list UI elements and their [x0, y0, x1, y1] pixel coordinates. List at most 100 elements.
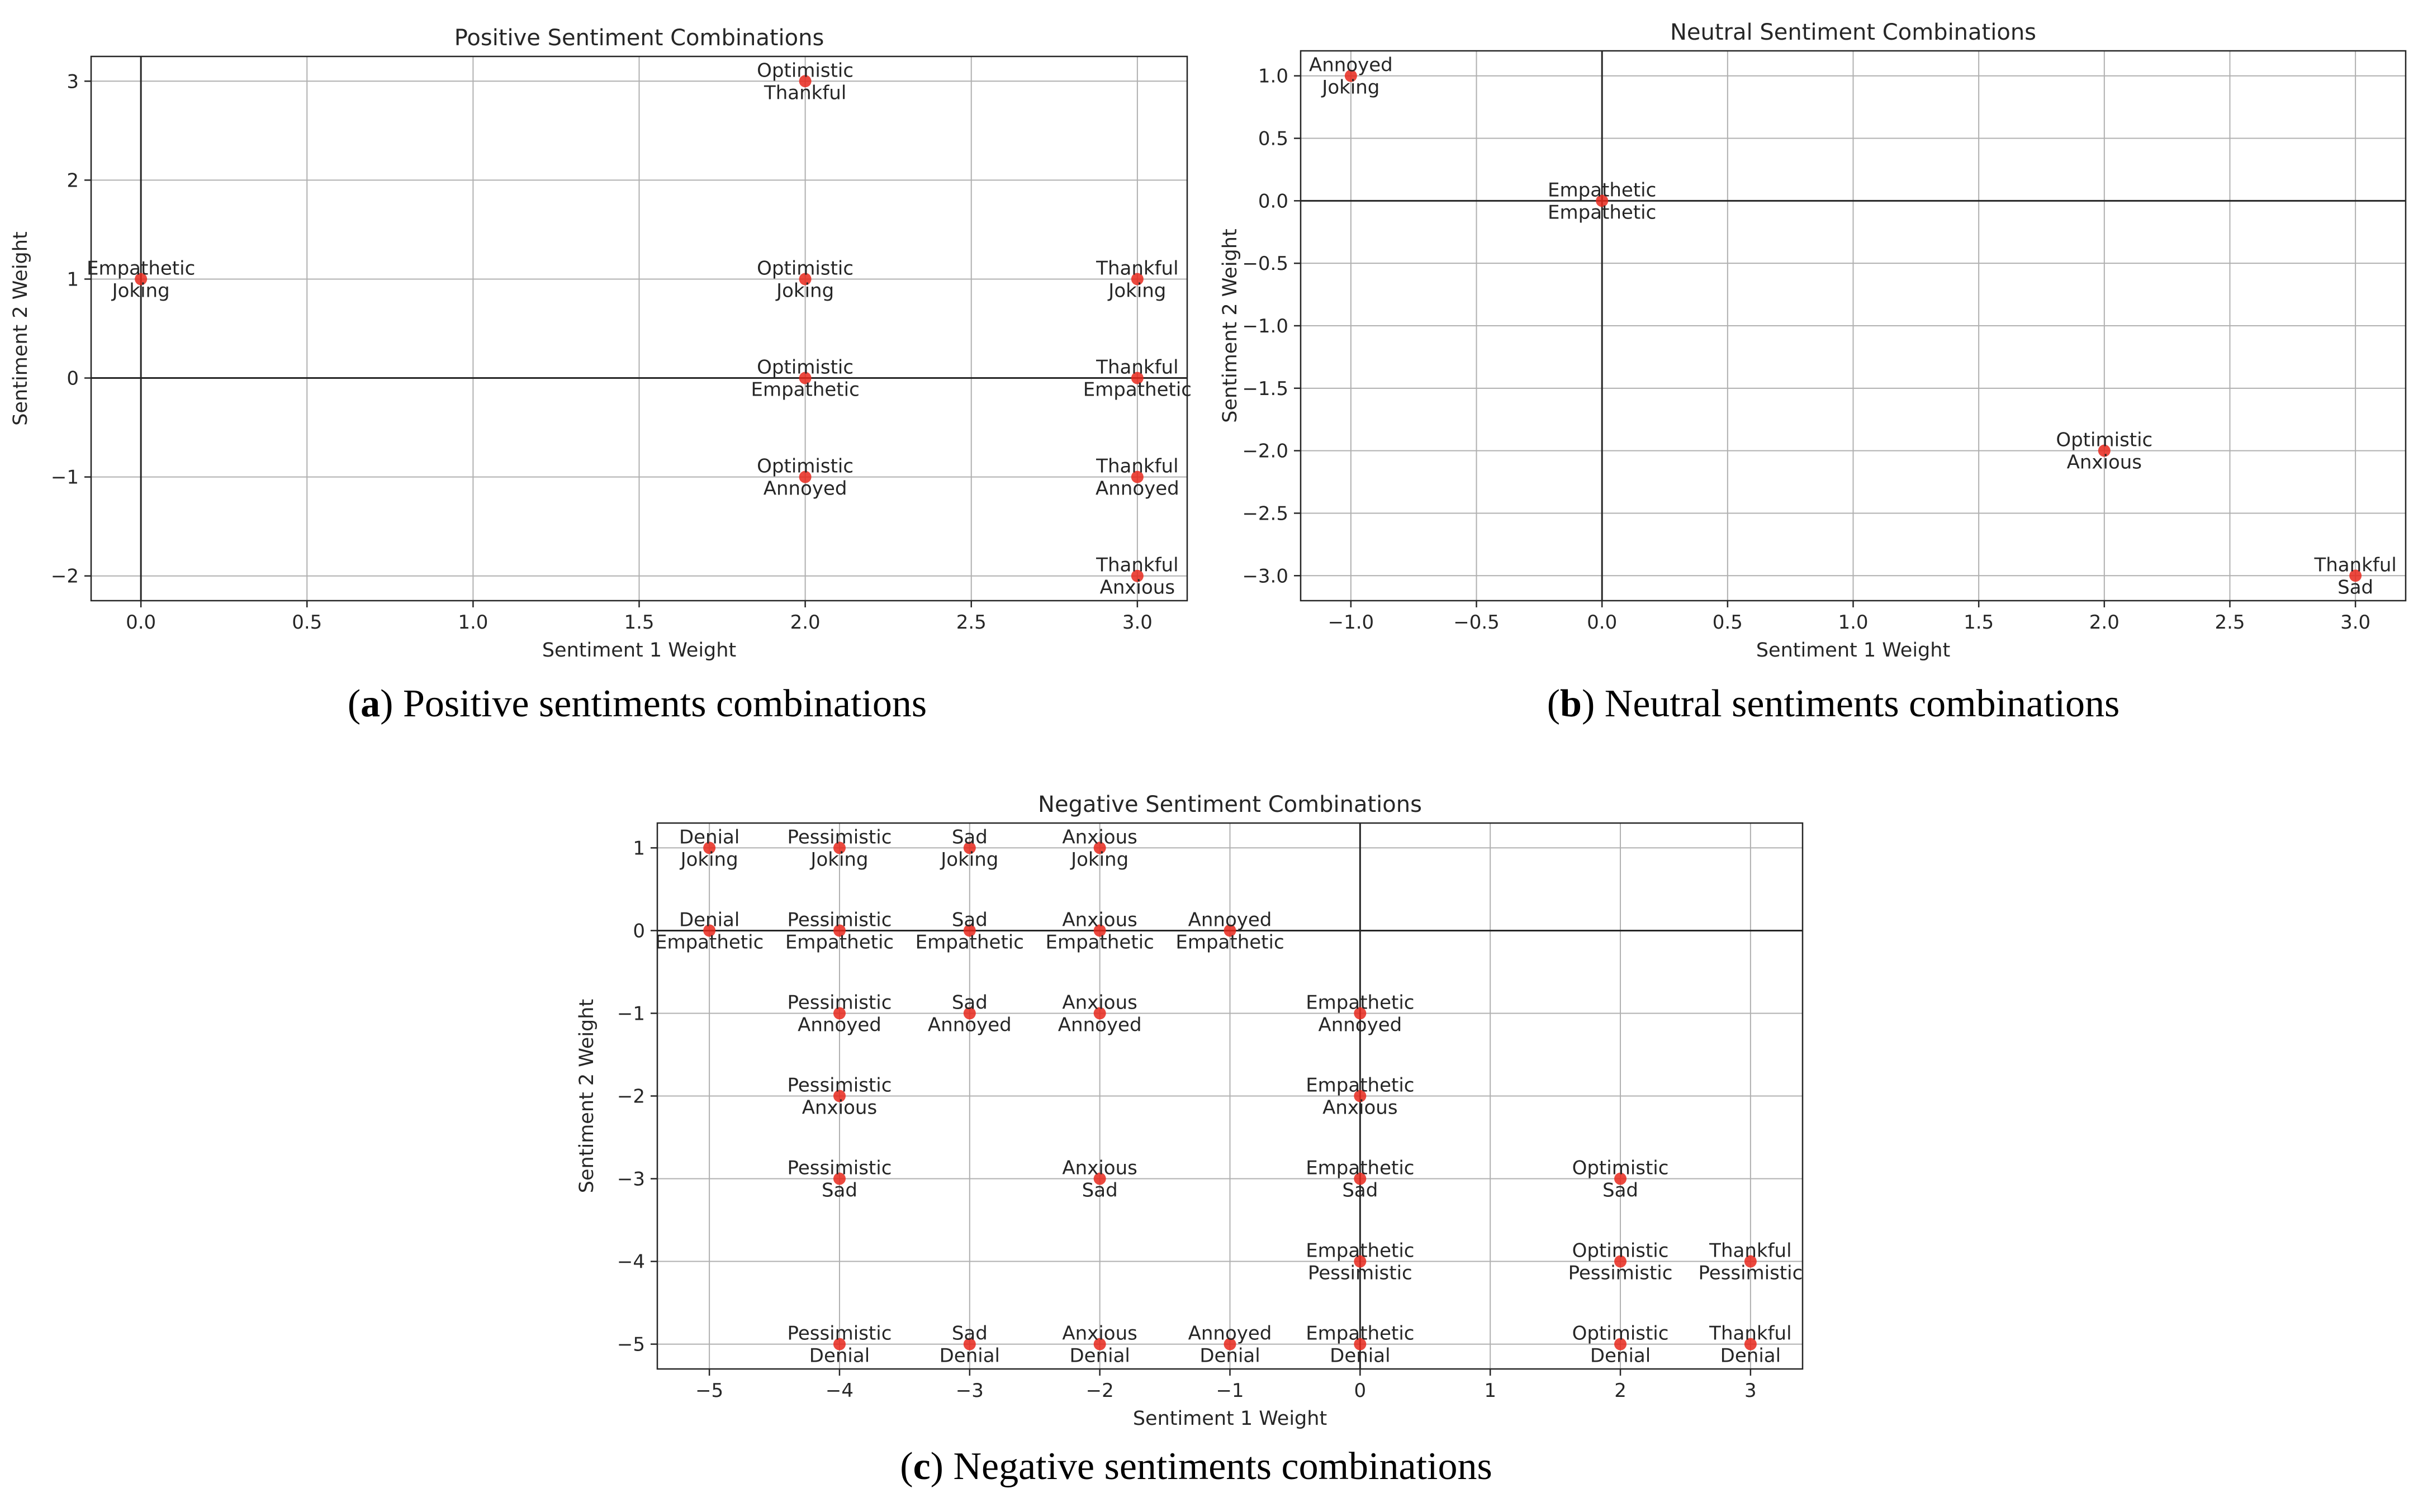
data-point [833, 1338, 846, 1351]
chart-title: Neutral Sentiment Combinations [1670, 20, 2036, 45]
x-tick-label: −2 [1086, 1380, 1114, 1402]
data-point [1093, 1007, 1106, 1020]
data-point [833, 841, 846, 854]
data-point [963, 1007, 976, 1020]
point-label-sentiment2: Annoyed [764, 478, 847, 500]
y-axis-label: Sentiment 2 Weight [576, 999, 598, 1193]
y-tick-label: −2 [617, 1086, 645, 1108]
point-label-sentiment1: Pessimistic [788, 1157, 892, 1180]
point-label-sentiment1: Annoyed [1188, 1323, 1272, 1345]
y-tick-label: 0 [633, 920, 645, 942]
data-point [799, 470, 812, 483]
x-tick-label: 1 [1484, 1380, 1496, 1402]
x-tick-label: −1.0 [1328, 611, 1374, 634]
point-label-sentiment2: Sad [822, 1180, 857, 1202]
data-point [799, 372, 812, 384]
y-tick-label: −1 [51, 467, 79, 489]
chart-title: Negative Sentiment Combinations [1038, 792, 1422, 817]
y-tick-label: 1 [67, 268, 79, 291]
point-label-sentiment2: Thankful [764, 82, 846, 104]
y-axis-label: Sentiment 2 Weight [10, 231, 32, 425]
point-label-sentiment2: Anxious [2067, 451, 2142, 474]
point-label-sentiment2: Empathetic [655, 931, 764, 953]
data-point [1224, 924, 1236, 937]
point-label-sentiment1: Optimistic [1572, 1240, 1669, 1262]
x-tick-label: 0.0 [1587, 611, 1617, 634]
point-label-sentiment2: Denial [1720, 1345, 1781, 1367]
point-label-sentiment1: Thankful [2313, 554, 2396, 576]
point-label-sentiment1: Thankful [1096, 554, 1178, 577]
point-label-sentiment1: Pessimistic [788, 826, 892, 848]
x-tick-label: 2.5 [2215, 611, 2245, 634]
y-tick-label: −2.0 [1242, 440, 1288, 463]
point-label-sentiment1: Thankful [1096, 257, 1178, 279]
chart-0: 0.0 0.5 1.0 1.5 2.0 2.5 3.0 −2 −1 0 1 2 3 Positive Se… [10, 25, 1192, 662]
data-point [963, 924, 976, 937]
data-point [1093, 1338, 1106, 1351]
y-tick-label: 3 [67, 70, 79, 93]
point-label-sentiment2: Denial [809, 1345, 870, 1367]
y-tick-label: −2 [51, 565, 79, 588]
point-label-sentiment1: Empathetic [1548, 179, 1656, 201]
data-point [135, 273, 148, 286]
data-point [1354, 1338, 1367, 1351]
point-label-sentiment1: Annoyed [1309, 54, 1393, 77]
data-point [1093, 1172, 1106, 1185]
x-tick-label: 1.5 [624, 611, 654, 634]
point-label-sentiment2: Sad [1602, 1180, 1638, 1202]
point-label-sentiment2: Empathetic [751, 379, 859, 401]
x-axis-label: Sentiment 1 Weight [1756, 639, 1950, 662]
point-label-sentiment2: Anxious [1100, 577, 1175, 599]
x-tick-label: 1.0 [1838, 611, 1868, 634]
point-label-sentiment1: Empathetic [87, 257, 195, 279]
point-label-sentiment2: Sad [1082, 1180, 1118, 1202]
point-label-sentiment1: Sad [952, 991, 988, 1014]
data-point [1614, 1255, 1627, 1268]
point-label-sentiment2: Annoyed [928, 1014, 1012, 1036]
point-label-sentiment1: Empathetic [1306, 1074, 1414, 1097]
point-label-sentiment2: Annoyed [1318, 1014, 1402, 1036]
point-label-sentiment1: Sad [952, 826, 988, 848]
x-tick-label: 1.0 [458, 611, 488, 634]
point-label-sentiment2: Empathetic [1083, 379, 1192, 401]
chart-2: −5 −4 −3 −2 −1 0 1 2 3 1 0 −1 −2 −3 −4 −5 Negative Senti… [576, 792, 1804, 1430]
point-label-sentiment2: Empathetic [1548, 201, 1656, 224]
y-tick-label: −4 [617, 1251, 645, 1273]
point-label-sentiment2: Joking [1321, 77, 1379, 99]
point-label-sentiment2: Joking [1107, 279, 1166, 302]
x-tick-label: 2 [1614, 1380, 1627, 1402]
data-point [2349, 569, 2362, 582]
data-point [799, 75, 812, 88]
y-tick-label: −1.0 [1242, 315, 1288, 337]
point-label-sentiment1: Empathetic [1306, 1240, 1414, 1262]
caption-b: (b) Neutral sentiments combinations [1547, 682, 2120, 725]
data-point [1093, 841, 1106, 854]
point-label-sentiment1: Thankful [1096, 356, 1178, 379]
data-point [799, 273, 812, 286]
point-label-sentiment2: Annoyed [1058, 1014, 1142, 1036]
y-axis-label: Sentiment 2 Weight [1219, 229, 1241, 422]
caption-c: (c) Negative sentiments combinations [900, 1445, 1492, 1488]
x-tick-label: 2.0 [2089, 611, 2119, 634]
point-label-sentiment2: Sad [2337, 576, 2373, 598]
data-point [833, 924, 846, 937]
x-tick-label: 2.0 [790, 611, 821, 634]
point-label-sentiment2: Annoyed [798, 1014, 881, 1036]
point-label-sentiment2: Pessimistic [1698, 1262, 1803, 1285]
x-tick-label: 2.5 [956, 611, 987, 634]
point-label-sentiment1: Anxious [1062, 991, 1137, 1014]
point-label-sentiment1: Anxious [1062, 1157, 1137, 1180]
point-label-sentiment2: Empathetic [916, 931, 1024, 953]
point-label-sentiment1: Thankful [1096, 455, 1178, 478]
point-label-sentiment2: Anxious [1322, 1097, 1397, 1119]
y-tick-label: 0.0 [1258, 190, 1288, 212]
point-label-sentiment1: Empathetic [1306, 991, 1414, 1014]
point-label-sentiment2: Pessimistic [1568, 1262, 1673, 1285]
data-point [1131, 569, 1144, 582]
y-tick-label: −1.5 [1242, 378, 1288, 400]
point-label-sentiment2: Denial [1069, 1345, 1130, 1367]
data-point [1354, 1172, 1367, 1185]
point-label-sentiment1: Sad [952, 909, 988, 931]
point-label-sentiment1: Anxious [1062, 909, 1137, 931]
chart-1: −1.0 −0.5 0.0 0.5 1.0 1.5 2.0 2.5 3.0 1.0 0.5 0.0 −0… [1219, 20, 2407, 662]
